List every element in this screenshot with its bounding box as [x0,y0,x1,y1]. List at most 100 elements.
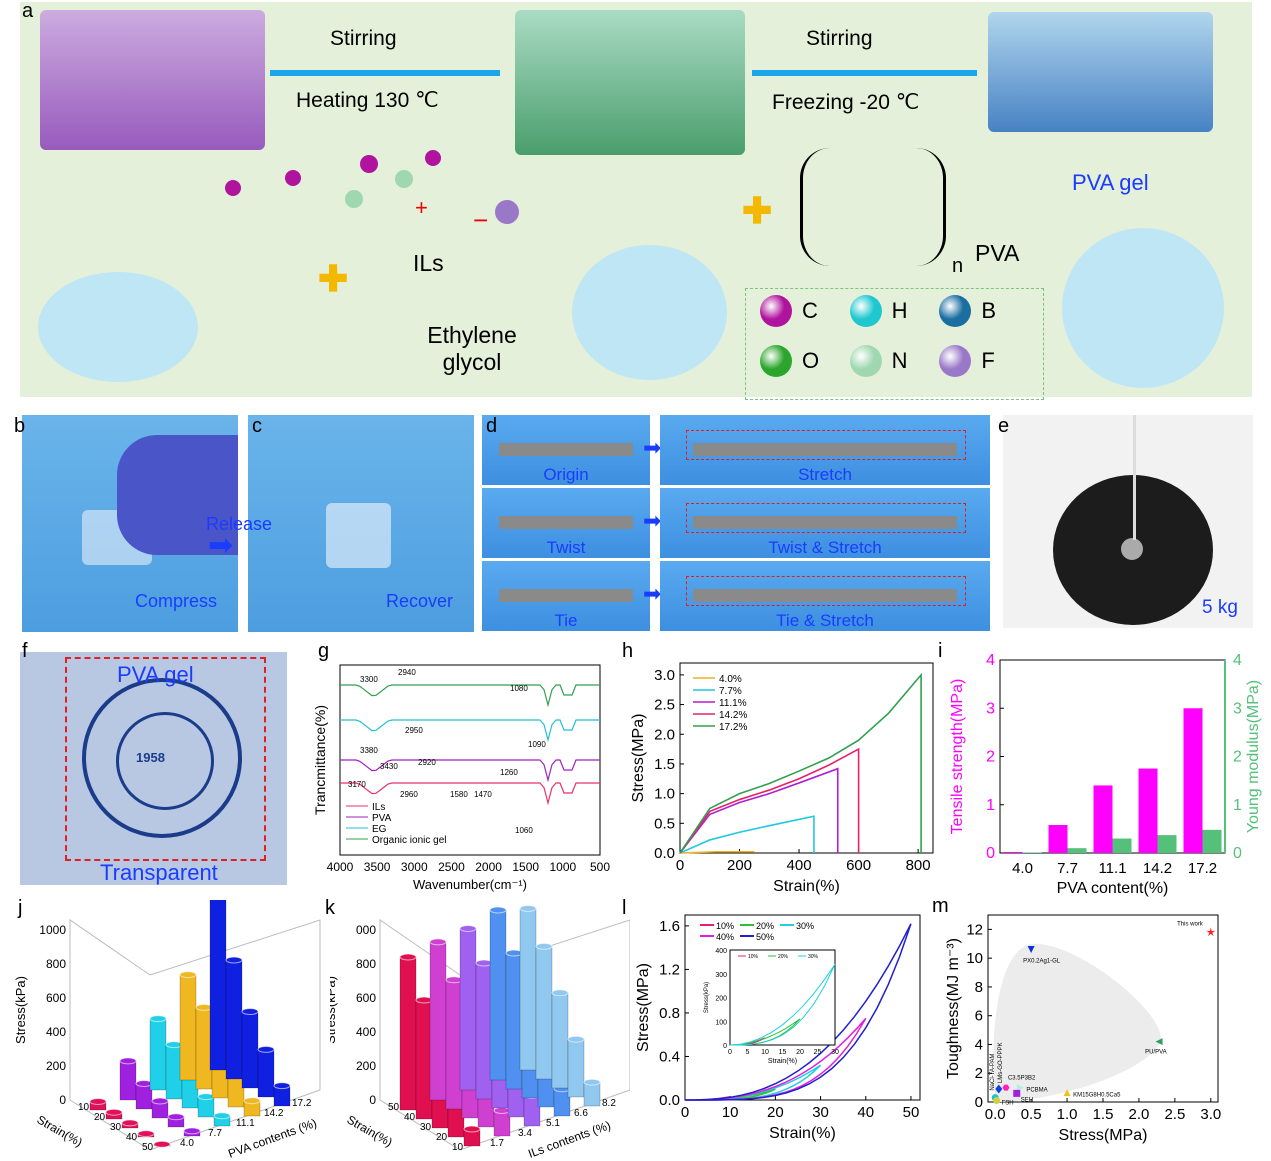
label-5: Tie & Stretch [776,611,874,630]
series-line-4.0% [679,851,755,854]
3d-box [379,919,630,1151]
panel-label-h: h [622,640,634,662]
bar-3d [179,974,197,1081]
panel-label-l: l [622,897,627,919]
inset-legend-label: 10% [748,954,759,960]
stress-strain-chart: 0 200 400 600 800 0.0 0.5 1.0 1.5 2.0 2.5 3.0 Strain… [630,662,934,895]
pva-gel-label-f: PVA gel [117,662,194,687]
weight-label: 5 kg [1202,597,1238,618]
bar-modulus-17.2 [1202,829,1222,853]
bar-top [213,1112,231,1120]
y-tick-label: 2.0 [654,726,675,743]
y-tick-label: 11.1 [236,1118,255,1129]
bar-top [567,1035,585,1043]
bar-modulus-14.2 [1157,835,1177,853]
photo-origin: Origin [482,415,650,485]
bar-3d [535,945,553,1080]
ils-molecule [205,130,465,240]
x-tick-label: 800 [906,857,931,874]
atom-N-icon [849,345,882,377]
y-tick-label: 2 [986,749,995,766]
legend-label: 11.1% [719,698,747,709]
x-tick-label: 20 [436,1132,448,1143]
x-tick-label: 7.7 [1057,860,1078,877]
spectrum-0 [340,684,600,708]
x-tick-label: 3000 [401,860,428,874]
z-tick-label: 800 [356,957,376,971]
x-tick-label: 400 [787,857,812,874]
x-tick-label: 500 [590,860,610,874]
inset-x-label: Strain(%) [768,1058,797,1065]
3d-bar-chart-pva: 0 200 400 600 800 1000 Stress(kPa) 10 20 30 40 50 St… [13,900,321,1161]
bar-top [119,1057,137,1065]
bar-top [183,1127,201,1135]
inset-legend-label: 30% [808,954,819,960]
plus-icon-2: ✚ [742,190,773,231]
bar-top [121,1119,139,1127]
plus-charge: + [415,195,428,220]
photo-twist-stretch: Twist & Stretch [660,488,990,558]
bar-strength-14.2 [1138,768,1158,853]
point-PX0.2Ag1-GL [1027,946,1035,954]
legend-label: 40% [716,932,734,942]
point-label: KM15G8H0.5Ca5 [1073,1093,1121,1099]
x-axis-label: PVA content(%) [1057,880,1169,897]
plus-icon-1: ✚ [318,258,349,299]
zoom-circle-3 [1062,228,1224,388]
inset-y-tick: 300 [715,972,727,979]
x-tick-label: 2.0 [1129,1106,1150,1123]
point-PU/PVA [1155,1038,1163,1046]
x-axis-label: Strain(%) [773,878,840,895]
y-tick-label: 1.7 [490,1138,504,1149]
z-tick-label: 800 [46,957,66,971]
bar-3d [209,900,227,1071]
peak-label: 1090 [528,740,546,749]
x-tick-label: 4000 [327,860,354,874]
peak-label: 3300 [360,675,378,684]
step1-bottom: Heating 130 ℃ [296,89,439,112]
peak-label: 2920 [418,758,436,767]
panel-label-c: c [252,415,262,437]
point-C3.5P3B2 [1002,1084,1010,1091]
bar-top [257,1045,275,1053]
bar-3d [257,1048,275,1098]
step2-bottom: Freezing -20 ℃ [772,91,920,114]
release-label: Release [206,514,273,534]
bar-top [489,906,507,914]
strength-modulus-chart: 0 1 2 3 4 Tensile strength(MPa) Young modulus(… [949,652,1262,897]
y2-axis-label: Young modulus(MPa) [1245,680,1262,833]
x-tick-label: 0 [681,1104,689,1121]
pva-bracket [800,148,946,266]
bar-top [243,1097,261,1105]
bar-top [273,1082,291,1090]
pva-label: PVA [975,240,1020,266]
y-tick-label: 12 [966,921,983,938]
bar-top [463,1125,481,1133]
y-axis-label: Trancmittance(%) [312,705,328,815]
legend-item-N: N [849,345,940,377]
peak-label: 2960 [400,790,418,799]
ftir-chart: 4000 3500 3000 2500 2000 1500 1000 500 Wavenumbe… [312,664,610,892]
x-tick-label: 2500 [438,860,465,874]
point-This work [1206,927,1216,937]
legend-item-H: H [849,295,940,327]
panel-label-f: f [22,640,28,662]
legend-label: 50% [756,932,774,942]
label-0: Origin [543,465,589,484]
x-tick-label: 1500 [512,860,539,874]
bar-top [167,1113,185,1121]
y2-tick-label: 1 [1233,797,1242,814]
y-tick-label: 3 [986,700,995,717]
y-tick-label: 1 [986,797,995,814]
y-tick-label: 5.1 [546,1118,560,1129]
point-label: FSH [1002,1101,1014,1107]
x-tick-label: 40 [404,1112,416,1123]
inset-y-tick: 400 [715,948,727,955]
x-tick-label: 10 [452,1142,464,1153]
panel-label-e: e [998,415,1010,437]
x-tick-label: 10 [722,1104,739,1121]
bar-strength-7.7 [1048,825,1068,853]
y-axis-label: Toughness(MJ m⁻³) [945,938,962,1079]
y-tick-label: 2.5 [654,697,675,714]
point-label: PCBMA [1026,1088,1047,1094]
